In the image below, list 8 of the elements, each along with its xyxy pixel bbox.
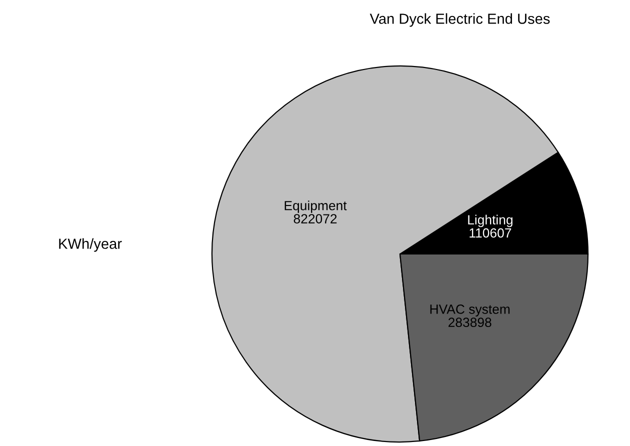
data-label: 110607: [470, 228, 512, 238]
slice-label: Equipment: [284, 200, 347, 213]
data-label: 822072: [294, 214, 337, 224]
data-label: 283898: [448, 318, 492, 328]
slice-label: Lighting: [468, 214, 512, 228]
chart-title: Van Dyck Electric End Uses: [370, 13, 550, 27]
text: KWh/year: [59, 238, 122, 252]
slice-label: HVAC system: [430, 304, 510, 316]
